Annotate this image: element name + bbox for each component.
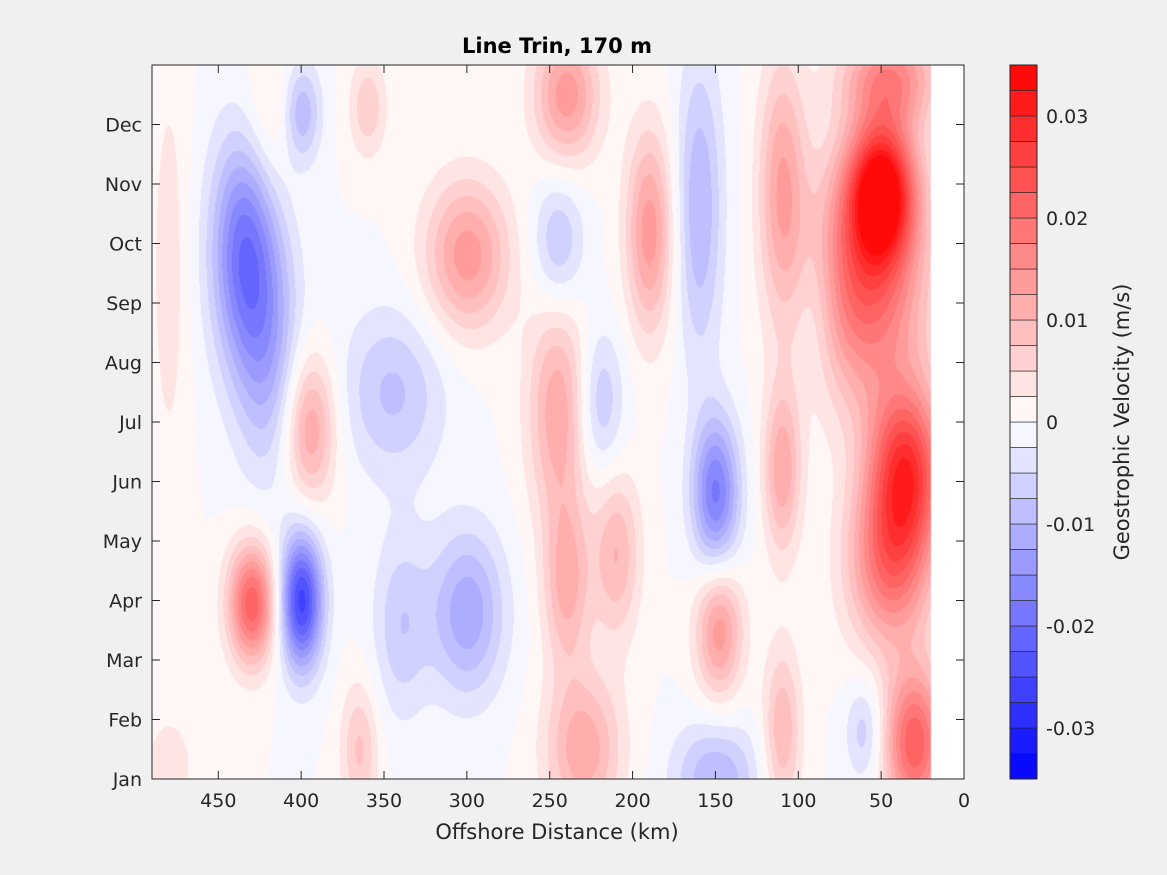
colorbar-level [1009,192,1038,219]
y-tick-label: Jan [112,769,142,791]
colorbar-tick-label: 0.03 [1046,106,1088,128]
x-axis-label: Offshore Distance (km) [435,820,678,844]
y-tick-label: Feb [108,710,142,732]
colorbar-level [1009,549,1038,576]
colorbar-level [1009,472,1038,499]
x-tick-label: 50 [869,790,893,812]
colorbar-level [1009,217,1038,244]
colorbar-level [1009,727,1038,754]
axes: 450 400 350 300 250 200 150 100 50 0 Jan Feb Mar Apr M… [103,64,970,812]
colorbar: 0.03 0.02 0.01 0 -0.01 -0.02 -0.03 [1009,64,1095,780]
x-tick-label: 400 [283,790,319,812]
colorbar-level [1009,702,1038,729]
colorbar-tick-label: -0.02 [1046,616,1095,638]
colorbar-level [1009,625,1038,652]
colorbar-level [1009,166,1038,193]
y-tick-label: Jul [118,412,142,434]
colorbar-level [1009,141,1038,168]
colorbar-label: Geostrophic Velocity (m/s) [1110,284,1134,561]
colorbar-level [1009,651,1038,678]
colorbar-level [1009,243,1038,270]
colorbar-tick-label: 0.01 [1046,310,1088,332]
colorbar-level [1009,574,1038,601]
velocity-contour-field [152,65,964,779]
y-tick-label: Oct [109,234,142,256]
colorbar-tick-label: -0.01 [1046,514,1095,536]
x-tick-label: 450 [200,790,236,812]
x-tick-label: 300 [449,790,485,812]
x-tick-label: 0 [958,790,970,812]
colorbar-level [1009,753,1038,780]
x-tick-label: 200 [614,790,650,812]
colorbar-level [1009,115,1038,142]
colorbar-level [1009,421,1038,448]
y-tick-label: Nov [105,174,142,196]
y-tick-label: Dec [105,115,142,137]
colorbar-level [1009,447,1038,474]
plot-area [152,65,964,779]
y-tick-label: May [103,531,142,553]
colorbar-level [1009,676,1038,703]
colorbar-level [1009,396,1038,423]
y-tick-label: Apr [109,591,142,613]
colorbar-level [1009,498,1038,525]
colorbar-tick-label: -0.03 [1046,718,1095,740]
x-tick-label: 250 [532,790,568,812]
colorbar-level [1009,64,1038,91]
y-tick-label: Jun [111,472,142,494]
x-tick-label: 350 [366,790,402,812]
colorbar-level [1009,523,1038,550]
y-tick-label: Mar [106,650,142,672]
colorbar-level [1009,294,1038,321]
colorbar-level [1009,268,1038,295]
colorbar-level [1009,90,1038,117]
colorbar-level [1009,370,1038,397]
colorbar-tick-label: 0.02 [1046,208,1088,230]
chart-title: Line Trin, 170 m [462,34,652,58]
x-tick-label: 150 [697,790,733,812]
colorbar-tick-label: 0 [1046,412,1058,434]
colorbar-level [1009,319,1038,346]
y-tick-label: Sep [106,293,142,315]
y-tick-label: Aug [105,353,142,375]
colorbar-frame [1009,64,1038,780]
colorbar-level [1009,345,1038,372]
x-tick-label: 100 [780,790,816,812]
colorbar-level [1009,600,1038,627]
